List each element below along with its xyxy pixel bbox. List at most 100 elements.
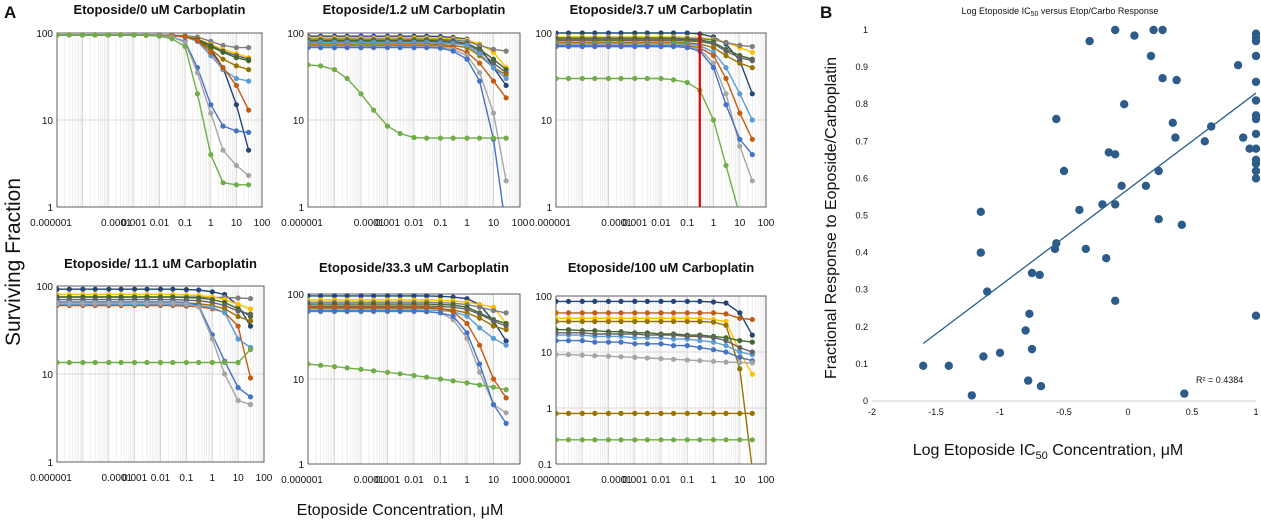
y-tick-label: 10: [293, 116, 305, 127]
scatter-point: [1059, 166, 1069, 176]
series-point: [358, 91, 364, 97]
series-point: [208, 110, 214, 116]
series-point: [490, 135, 497, 141]
y-tick-label: 0.2: [855, 322, 868, 332]
series-point: [411, 372, 417, 379]
series-point: [644, 332, 650, 338]
series-line-10: [57, 302, 251, 406]
series-point: [424, 374, 430, 380]
series-point: [411, 304, 417, 310]
series-point: [749, 410, 755, 416]
series-point: [750, 227, 755, 232]
scatter-title: Log Etoposide IC50 versus Etop/Carbo Res…: [962, 6, 1159, 18]
series-point: [246, 172, 252, 179]
series-line-3: [308, 301, 507, 314]
series-point: [450, 309, 456, 315]
series-point: [490, 56, 497, 62]
series-point: [247, 306, 254, 312]
series-point: [344, 45, 350, 51]
scatter-point: [1168, 118, 1178, 128]
trendline: [922, 92, 1257, 345]
series-point: [308, 293, 311, 299]
x-tick-label: 0.1: [680, 218, 694, 229]
series-point: [477, 70, 483, 76]
series-point: [208, 152, 214, 158]
series-point: [644, 341, 650, 347]
series-point: [477, 361, 483, 367]
series-point: [579, 30, 585, 36]
series-point: [556, 437, 559, 443]
x-tick-label: 0.0001: [101, 218, 132, 229]
series-point: [57, 32, 60, 38]
series-point: [331, 45, 338, 51]
series-point: [644, 318, 650, 325]
series-point: [644, 30, 650, 36]
series-point: [749, 316, 755, 323]
scatter-point: [1098, 200, 1107, 209]
series-point: [632, 335, 638, 341]
series-point: [344, 308, 350, 314]
series-point: [503, 95, 509, 101]
series-point: [658, 30, 664, 36]
series-point: [371, 368, 377, 374]
series-point: [220, 65, 226, 71]
series-line-4: [308, 39, 507, 71]
series-point: [397, 45, 403, 51]
line-chart-panel-5: Etoposide/33.3 uM Carboplatin 0.000001 0.0…: [281, 260, 529, 486]
scatter-point: [1158, 25, 1167, 35]
series-point: [308, 304, 311, 310]
y-tick-label: 10: [541, 116, 553, 127]
series-point: [684, 410, 690, 416]
series-point: [358, 304, 364, 310]
series-point: [644, 410, 650, 416]
series-point: [464, 42, 470, 49]
series-point: [358, 366, 364, 372]
x-tick-label: 1: [1253, 407, 1258, 417]
series-point: [318, 63, 324, 69]
panel-a-letter: A: [4, 3, 16, 22]
series-point: [723, 162, 729, 169]
series-point: [397, 130, 403, 137]
series-point: [105, 32, 111, 38]
series-point: [424, 135, 430, 141]
scatter-point: [1052, 114, 1061, 124]
series-point: [477, 311, 483, 317]
series-point: [384, 369, 391, 375]
series-point: [556, 352, 559, 358]
y-tick-label: 1: [298, 203, 304, 214]
x-tick-label: 1: [209, 473, 215, 484]
series-point: [464, 306, 470, 312]
series-point: [749, 178, 755, 184]
series-line-3: [57, 34, 249, 59]
series-point: [66, 359, 72, 366]
y-tick-label: 0: [863, 396, 868, 406]
series-point: [618, 318, 624, 325]
series-point: [723, 53, 729, 59]
series-point: [247, 375, 254, 381]
series-point: [737, 136, 743, 142]
panel-b-letter: B: [820, 3, 832, 22]
series-point: [684, 437, 690, 443]
scatter-point: [1085, 36, 1094, 46]
series-point: [490, 318, 497, 324]
series-point: [247, 401, 254, 408]
series-point: [477, 78, 483, 84]
series-point: [233, 82, 239, 88]
y-tick-label: 0.3: [855, 285, 868, 295]
series-point: [209, 359, 215, 366]
series-point: [92, 300, 98, 306]
panel-title: Etoposide/33.3 uM Carboplatin: [319, 260, 509, 275]
series-point: [183, 287, 189, 293]
series-point: [579, 437, 585, 443]
scatter-point: [1025, 309, 1034, 318]
x-tick-label: 0.000001: [281, 475, 323, 486]
series-point: [710, 45, 717, 51]
scatter-point: [1081, 244, 1091, 254]
series-point: [411, 45, 417, 51]
x-tick-label: 0.0001: [354, 475, 385, 486]
series-point: [632, 341, 638, 347]
scatter-point: [1251, 174, 1261, 183]
series-line-9: [556, 353, 753, 364]
series-point: [697, 310, 703, 316]
series-point: [605, 410, 612, 416]
